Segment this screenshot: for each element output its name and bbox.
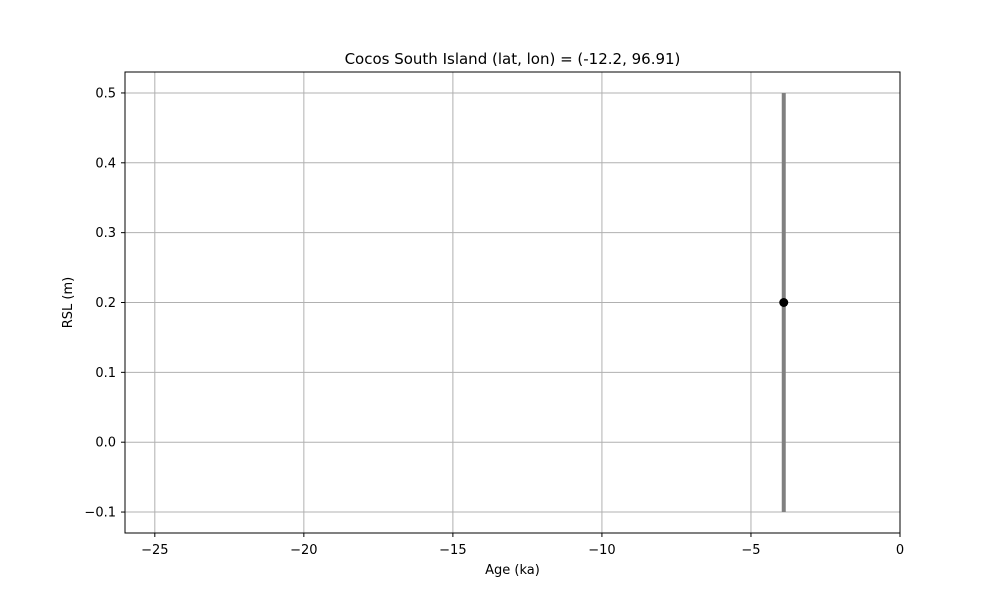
y-tick-label: 0.3 [95,226,116,241]
y-axis-label: RSL (m) [61,277,76,328]
y-tick-label: 0.1 [95,366,116,381]
y-tick-label: 0.2 [95,296,116,311]
y-tick-label: 0.0 [95,436,116,451]
x-tick-label: 0 [896,543,904,558]
chart-title: Cocos South Island (lat, lon) = (-12.2, … [345,50,681,68]
y-tick-label: 0.5 [95,86,116,101]
x-axis-label: Age (ka) [485,563,540,578]
y-tick-label: −0.1 [84,506,116,521]
y-axis: −0.1 0.0 0.1 0.2 0.3 0.4 0.5 [84,86,125,521]
x-tick-label: −5 [741,543,760,558]
data-point [779,298,789,307]
plot-area [779,92,789,513]
x-tick-label: −10 [588,543,615,558]
x-axis: −25 −20 −15 −10 −5 0 [141,533,904,558]
y-tick-label: 0.4 [95,156,116,171]
x-tick-label: −20 [290,543,317,558]
x-tick-label: −25 [141,543,168,558]
x-tick-label: −15 [439,543,466,558]
